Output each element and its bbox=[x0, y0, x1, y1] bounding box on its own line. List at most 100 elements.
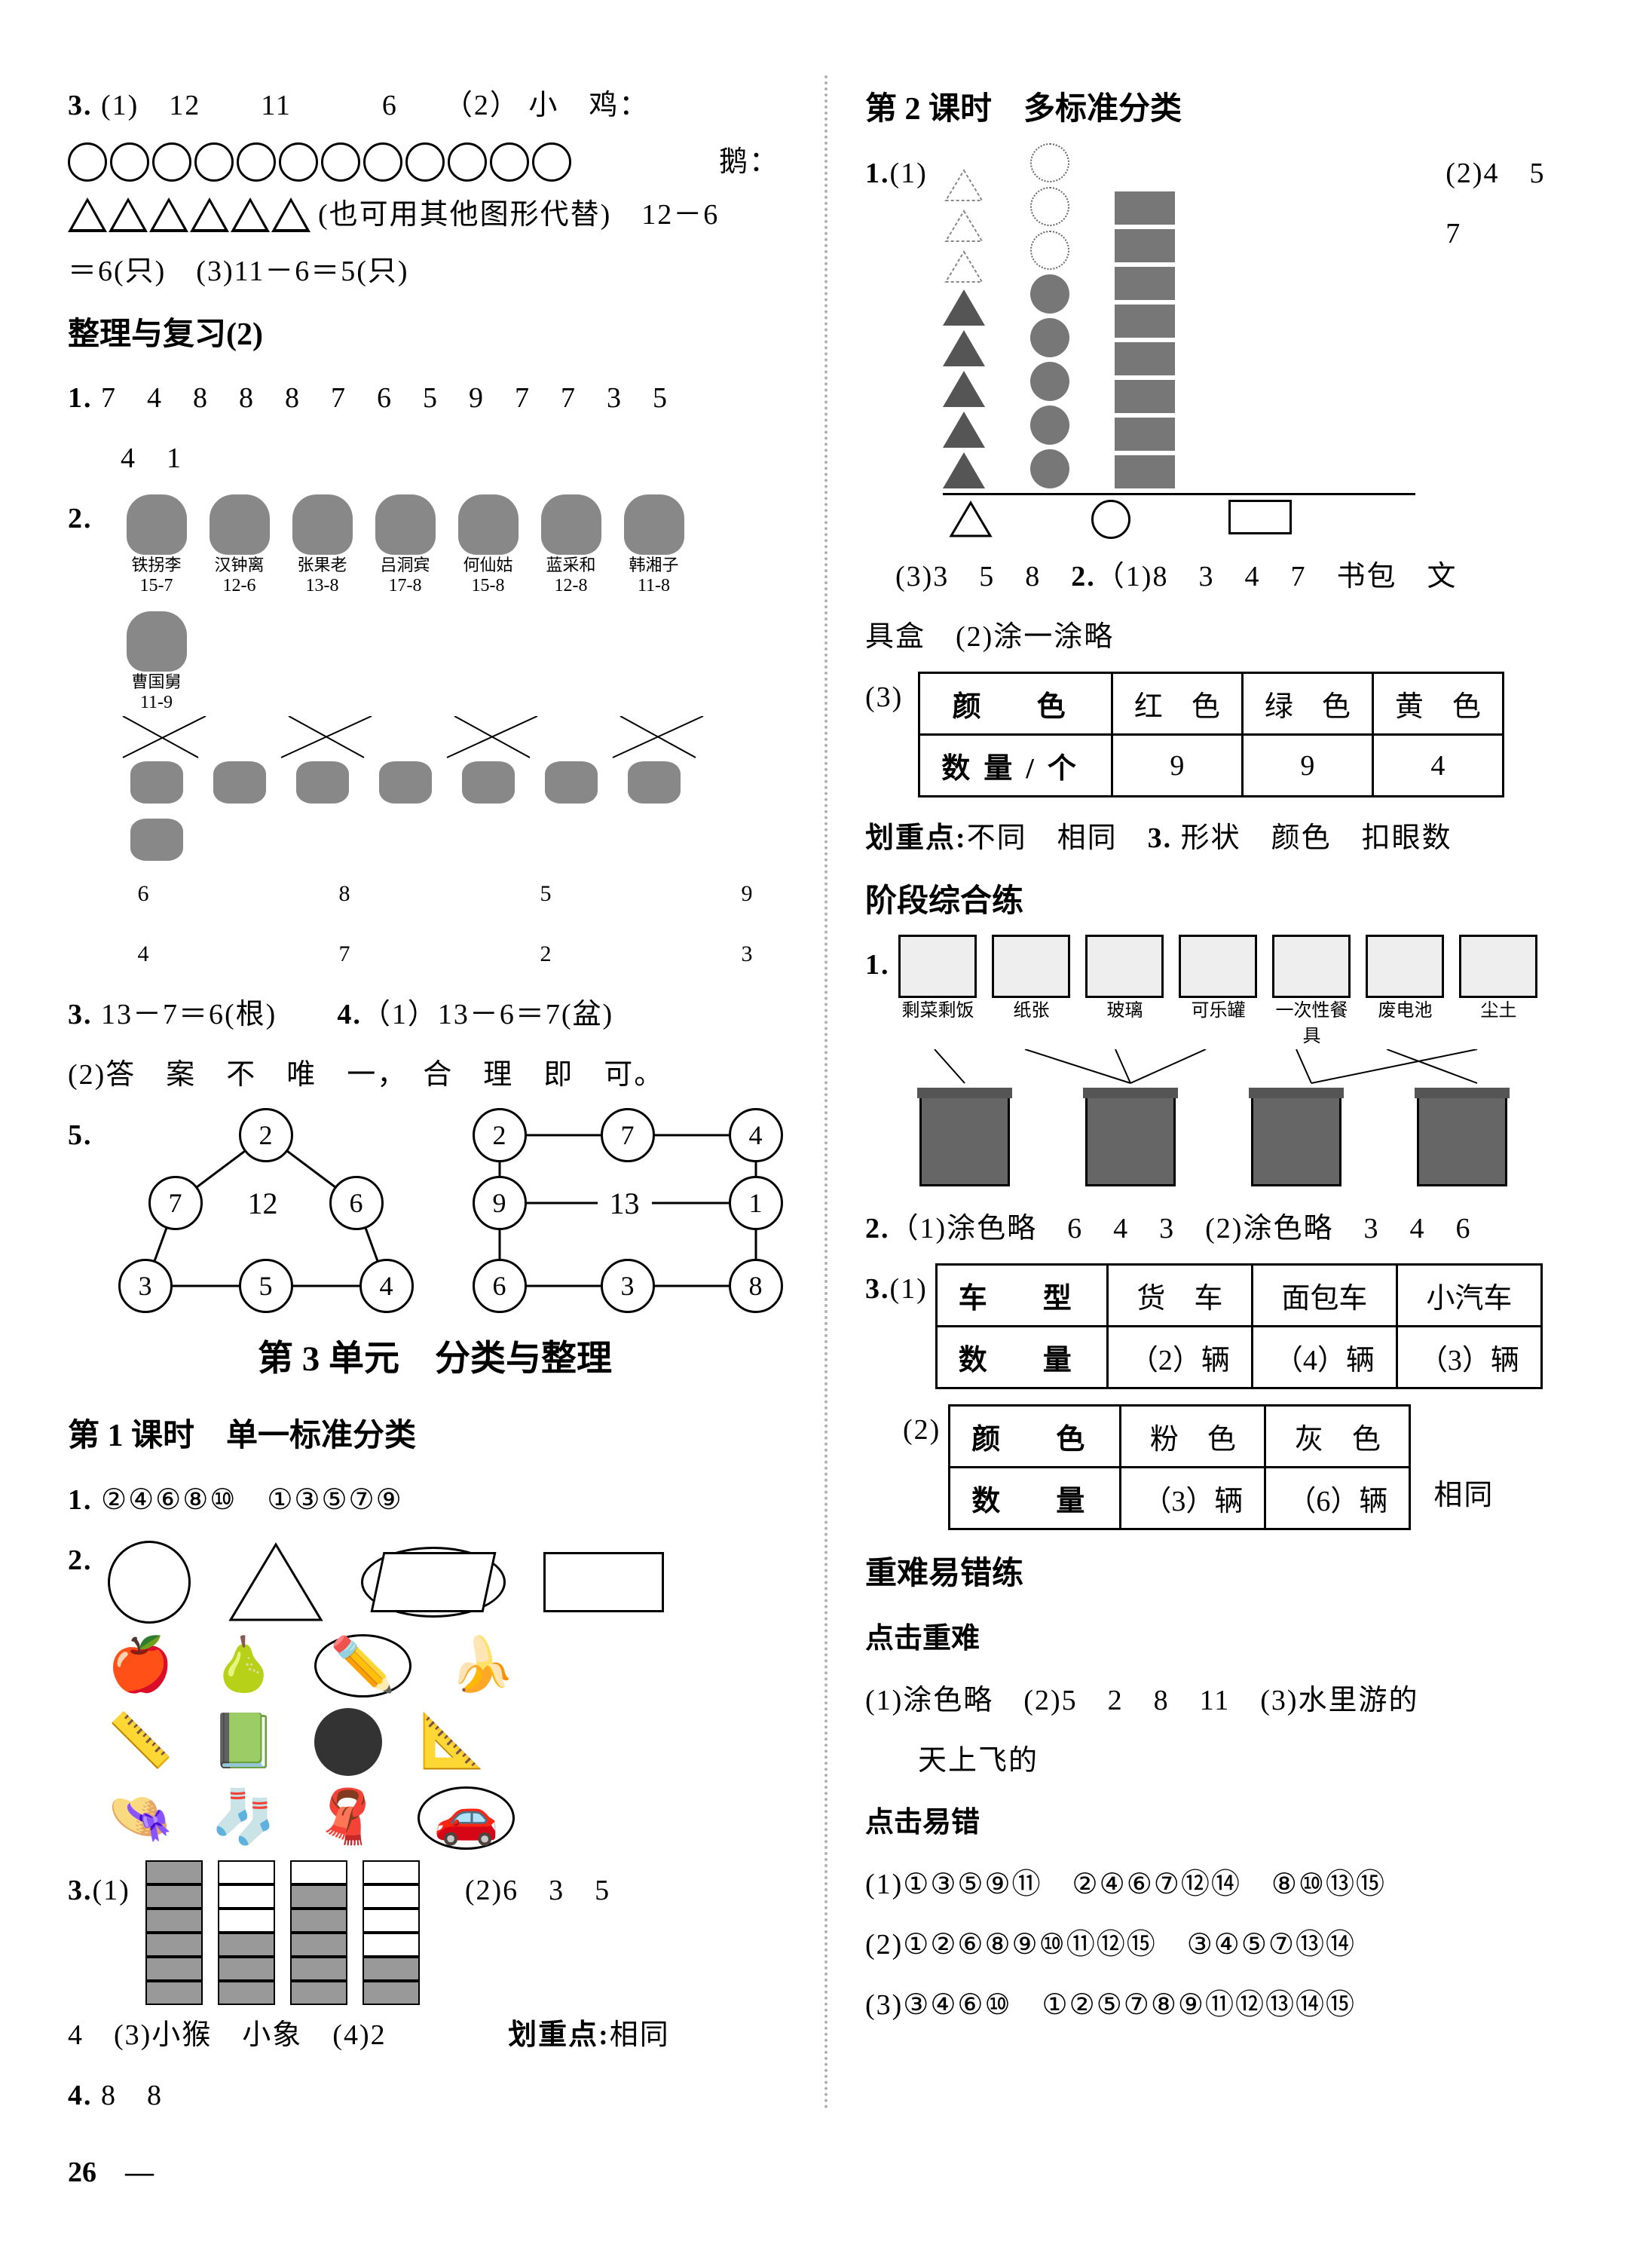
l2q1-p2: (2)4 5 7 bbox=[1446, 143, 1584, 264]
item: 尘土 bbox=[1456, 935, 1540, 1049]
node: 7 bbox=[148, 1176, 203, 1230]
color-table-2: 颜 色 粉 色 灰 色 数 量 （3）辆 （6）辆 bbox=[948, 1404, 1411, 1530]
rect-fill-icon bbox=[1115, 229, 1175, 262]
item: 剩菜剩饭 bbox=[895, 935, 980, 1049]
item-label: 玻璃 bbox=[1082, 998, 1167, 1024]
circle-shape-icon bbox=[108, 1541, 191, 1624]
l1q3-bottom: 4 (3)小猴 小象 (4)2 划重点:相同 bbox=[68, 2005, 802, 2065]
can-icon bbox=[1179, 935, 1257, 998]
td: 绿 色 bbox=[1242, 673, 1372, 735]
table-row: 颜 色 粉 色 灰 色 bbox=[950, 1406, 1410, 1468]
sort-lines-icon bbox=[889, 1049, 1553, 1087]
lantern: 何仙姑15-8 bbox=[454, 494, 522, 596]
cloud-icon bbox=[379, 761, 432, 804]
bar4 bbox=[363, 1860, 420, 2005]
key1-val: 不同 相同 bbox=[967, 822, 1148, 854]
table-row: 数 量 （3）辆 （6）辆 bbox=[950, 1468, 1410, 1529]
q3-line1: 3. (1) 12 11 6 （2） 小 鸡： bbox=[68, 75, 802, 136]
battery-icon bbox=[1366, 935, 1444, 998]
banana-icon: 🍌 bbox=[449, 1639, 515, 1692]
l1q3-right: (2)6 3 5 bbox=[465, 1860, 610, 1921]
td: 9 bbox=[1112, 735, 1242, 797]
food-icon bbox=[898, 935, 977, 998]
td: 灰 色 bbox=[1265, 1406, 1410, 1468]
lesson1-title: 第 1 课时 单一标准分类 bbox=[68, 1402, 802, 1470]
node: 7 bbox=[601, 1108, 655, 1162]
r2-q2: 2. 铁拐李15-7 汉钟离12-6 张果老13-8 吕洞宾17-8 何仙姑15… bbox=[68, 488, 802, 984]
circle-icon bbox=[237, 142, 276, 182]
l1q2-label: 2. bbox=[68, 1530, 93, 1590]
bin-recycle-icon bbox=[919, 1096, 1010, 1186]
car-icon: 🚗 bbox=[433, 1789, 499, 1847]
car-table: 车 型 货 车 面包车 小汽车 数 量 （2）辆 （4）辆 （3）辆 bbox=[935, 1263, 1543, 1389]
scarf-icon: 🧣 bbox=[314, 1792, 380, 1844]
th: 颜 色 bbox=[950, 1406, 1121, 1468]
circle-icon bbox=[279, 142, 318, 182]
item: 一次性餐具 bbox=[1269, 935, 1354, 1049]
circle-icon bbox=[532, 142, 571, 182]
lantern-calc: 12-8 bbox=[537, 576, 605, 596]
hat-icon: 👒 bbox=[108, 1792, 173, 1844]
page-num-text: 26 bbox=[68, 2157, 96, 2188]
lantern-name: 曹国舅 bbox=[123, 672, 191, 693]
rect-fill-icon bbox=[1115, 342, 1175, 375]
l1q3: 3. (1) (2)6 3 5 bbox=[68, 1860, 802, 2005]
pyramids: 2 7 12 6 3 5 4 2 7 4 9 bbox=[115, 1105, 794, 1316]
rect-fill-icon bbox=[1115, 267, 1175, 300]
items-block: 剩菜剩饭 纸张 玻璃 可乐罐 一次性餐具 废电池 尘土 bbox=[889, 935, 1553, 1186]
td: （4）辆 bbox=[1252, 1327, 1397, 1388]
node-center: 13 bbox=[598, 1176, 652, 1230]
shapes-row1 bbox=[108, 1541, 664, 1624]
lesson2-title: 第 2 课时 多标准分类 bbox=[865, 75, 1584, 143]
cloud-icon bbox=[462, 761, 515, 804]
hard1b: 天上飞的 bbox=[865, 1731, 1584, 1791]
lantern-name: 韩湘子 bbox=[620, 555, 688, 576]
t3-after: 相同 bbox=[1433, 1465, 1494, 1526]
td: 黄 色 bbox=[1372, 673, 1503, 735]
err3: (3)③④⑥⑩ ①②⑤⑦⑧⑨⑪⑫⑬⑭⑮ bbox=[865, 1975, 1584, 2035]
cloud-icon bbox=[296, 761, 349, 804]
table-row: 颜 色 红 色 绿 色 黄 色 bbox=[919, 673, 1504, 735]
dotted-tri-icon bbox=[943, 167, 985, 204]
lantern-name: 汉钟离 bbox=[206, 555, 274, 576]
circle-fill-icon bbox=[1030, 274, 1069, 314]
q3-line2: ＝6(只) (3)11－6＝5(只) bbox=[68, 241, 802, 302]
td: （6）辆 bbox=[1265, 1468, 1410, 1529]
td: 4 bbox=[1372, 735, 1503, 797]
unit3-title: 第 3 单元 分类与整理 bbox=[68, 1325, 802, 1393]
th: 数量/个 bbox=[919, 735, 1112, 797]
table-row: 数 量 （2）辆 （4）辆 （3）辆 bbox=[936, 1327, 1541, 1388]
q4b: (2)答 案 不 唯 一， 合 理 即 可。 bbox=[68, 1045, 802, 1105]
lantern-name: 何仙姑 bbox=[454, 555, 522, 576]
stage-title: 阶段综合练 bbox=[865, 868, 1584, 935]
sq3-1: 3. (1) 车 型 货 车 面包车 小汽车 数 量 （2）辆 （4）辆 （3）… bbox=[865, 1259, 1584, 1400]
lantern-calc: 15-7 bbox=[123, 576, 191, 596]
node-center: 12 bbox=[236, 1176, 290, 1230]
circle-fill-icon bbox=[1030, 362, 1069, 401]
lantern-row: 铁拐李15-7 汉钟离12-6 张果老13-8 吕洞宾17-8 何仙姑15-8 … bbox=[123, 494, 756, 713]
triangle-icon bbox=[68, 197, 107, 232]
circle-icon bbox=[405, 142, 445, 182]
item: 可乐罐 bbox=[1176, 935, 1260, 1049]
sq3-p2: (2) bbox=[903, 1400, 941, 1460]
l1q3-p1: (1) bbox=[93, 1860, 130, 1921]
sq1-label: 1. bbox=[865, 935, 890, 995]
rect-fill-icon bbox=[1115, 191, 1175, 225]
lantern-calc: 17-8 bbox=[372, 576, 439, 596]
item: 废电池 bbox=[1363, 935, 1447, 1049]
right-column: 第 2 课时 多标准分类 1. (1) bbox=[828, 75, 1584, 2126]
r2-q1-nums: 7 4 8 8 8 7 6 5 9 7 7 3 5 bbox=[101, 382, 668, 414]
td: 9 bbox=[1242, 735, 1372, 797]
l2q1: 1. (1) bbox=[865, 143, 1584, 495]
circle-fill-icon bbox=[1030, 406, 1069, 445]
item: 纸张 bbox=[989, 935, 1073, 1049]
sq3-label: 3. bbox=[865, 1259, 890, 1319]
bin-hazard-icon bbox=[1417, 1096, 1507, 1186]
glass-icon bbox=[1085, 935, 1164, 998]
node: 6 bbox=[329, 1176, 384, 1230]
td: （2）辆 bbox=[1107, 1327, 1252, 1388]
circles-icons bbox=[68, 142, 574, 182]
pyramid-left: 2 7 12 6 3 5 4 bbox=[115, 1105, 417, 1316]
utensil-icon bbox=[1272, 935, 1351, 998]
tri-fill-icon bbox=[943, 330, 985, 366]
